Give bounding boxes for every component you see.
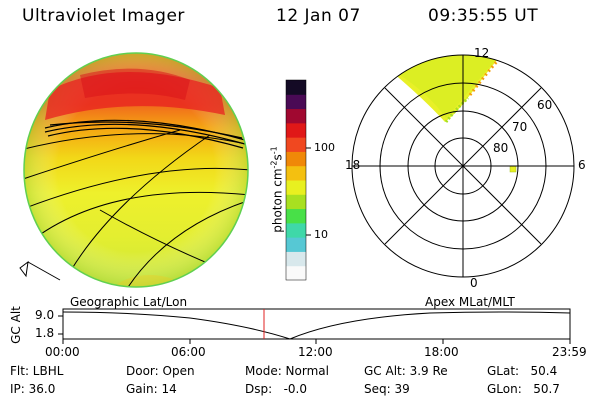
dsp-info: Dsp: -0.0 <box>245 382 308 396</box>
mlat-label-80: 80 <box>493 141 509 155</box>
colorbar-tick-10: 10 <box>314 228 328 241</box>
colorbar-segment <box>286 122 306 138</box>
gain-info: Gain: 14 <box>126 382 177 396</box>
mlt-label-0: 0 <box>470 276 478 290</box>
mlat-label-70: 70 <box>512 120 528 134</box>
colorbar-segment <box>286 237 306 252</box>
colorbar-segment <box>286 108 306 124</box>
colorbar-segment <box>286 180 306 195</box>
colorbar-segment <box>286 151 306 167</box>
ip-info: IP: 36.0 <box>10 382 56 396</box>
altitude-plot <box>58 308 571 344</box>
altitude-axis-label: GC Alt <box>9 306 23 344</box>
geographic-projection-label: Geographic Lat/Lon <box>70 295 188 309</box>
time-label: 09:35:55 UT <box>428 6 539 26</box>
colorbar-segment <box>286 165 306 181</box>
polar-grid <box>351 54 575 278</box>
altitude-curve <box>62 311 571 340</box>
colorbar-segment <box>286 194 306 210</box>
colorbar-tick-100: 100 <box>314 141 335 154</box>
instrument-title: Ultraviolet Imager <box>22 6 185 26</box>
seq-info: Seq: 39 <box>364 382 410 396</box>
gc-alt-info: GC Alt: 3.9 Re <box>364 364 448 378</box>
colorbar-segment <box>286 208 306 224</box>
apex-projection-label: Apex MLat/MLT <box>425 295 515 309</box>
earth-disk-image <box>19 52 249 288</box>
colorbar-segment <box>286 222 306 238</box>
altitude-tick-min: 1.8 <box>35 326 55 340</box>
auroral-boundary-lines <box>44 119 246 149</box>
colorbar-segment <box>286 137 306 152</box>
mlt-label-12: 12 <box>474 46 490 60</box>
altitude-tick-max: 9.0 <box>35 308 55 322</box>
geographic-grid-lines <box>24 129 248 287</box>
time-tick-1200: 12:00 <box>298 345 333 359</box>
glon-info: GLon: 50.7 <box>487 382 560 396</box>
door-info: Door: Open <box>126 364 195 378</box>
mode-info: Mode: Normal <box>245 364 329 378</box>
time-tick-2359: 23:59 <box>552 345 587 359</box>
date-label: 12 Jan 07 <box>276 6 361 26</box>
colorbar <box>285 79 311 281</box>
colorbar-unit-label: photon cm-2s-1 <box>269 146 285 233</box>
time-tick-1800: 18:00 <box>424 345 459 359</box>
colorbar-segment <box>286 94 306 110</box>
mlt-label-6: 6 <box>578 158 586 172</box>
polar-mlat-mlt-plot <box>351 54 575 278</box>
colorbar-segment <box>286 251 306 267</box>
colorbar-segment <box>286 80 306 95</box>
mlat-label-60: 60 <box>537 98 553 112</box>
mlt-label-18: 18 <box>345 158 361 172</box>
filter-info: Flt: LBHL <box>10 364 64 378</box>
colorbar-segment <box>286 265 306 281</box>
time-tick-0000: 00:00 <box>45 345 80 359</box>
time-tick-0600: 06:00 <box>171 345 206 359</box>
glat-info: GLat: 50.4 <box>487 364 558 378</box>
